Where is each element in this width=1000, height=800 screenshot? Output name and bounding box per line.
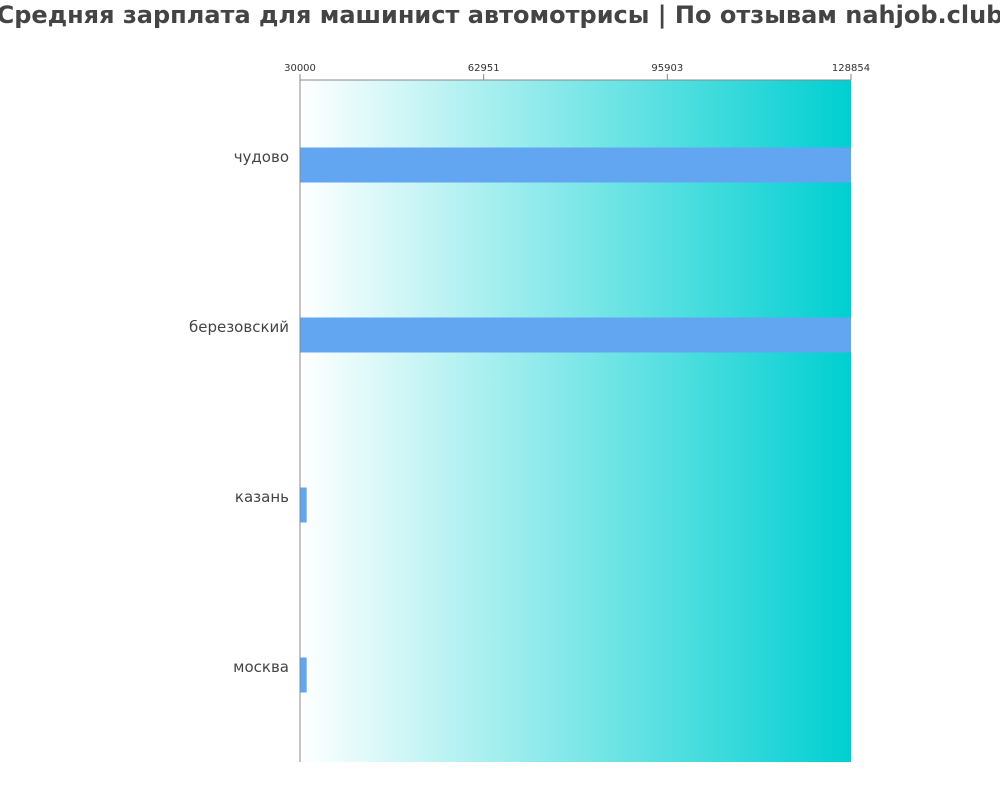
chart-title: Средняя зарплата для машинист автомотрис…: [0, 1, 1000, 29]
bars-group: [300, 147, 851, 693]
bar: [300, 147, 851, 183]
bar: [300, 487, 307, 523]
x-tick-label: 128854: [832, 63, 870, 74]
category-label: чудово: [234, 148, 289, 166]
plot-background: [300, 80, 851, 762]
bar: [300, 317, 851, 353]
category-label: москва: [233, 658, 289, 676]
category-labels: чудово березовский казань москва: [189, 148, 289, 676]
x-axis-ticks: 30000 62951 95903 128854: [284, 63, 870, 80]
category-label: березовский: [189, 318, 289, 336]
bar: [300, 657, 307, 693]
x-tick-label: 62951: [468, 63, 500, 74]
x-tick-label: 95903: [651, 63, 683, 74]
x-tick-label: 30000: [284, 63, 316, 74]
category-label: казань: [235, 488, 289, 506]
